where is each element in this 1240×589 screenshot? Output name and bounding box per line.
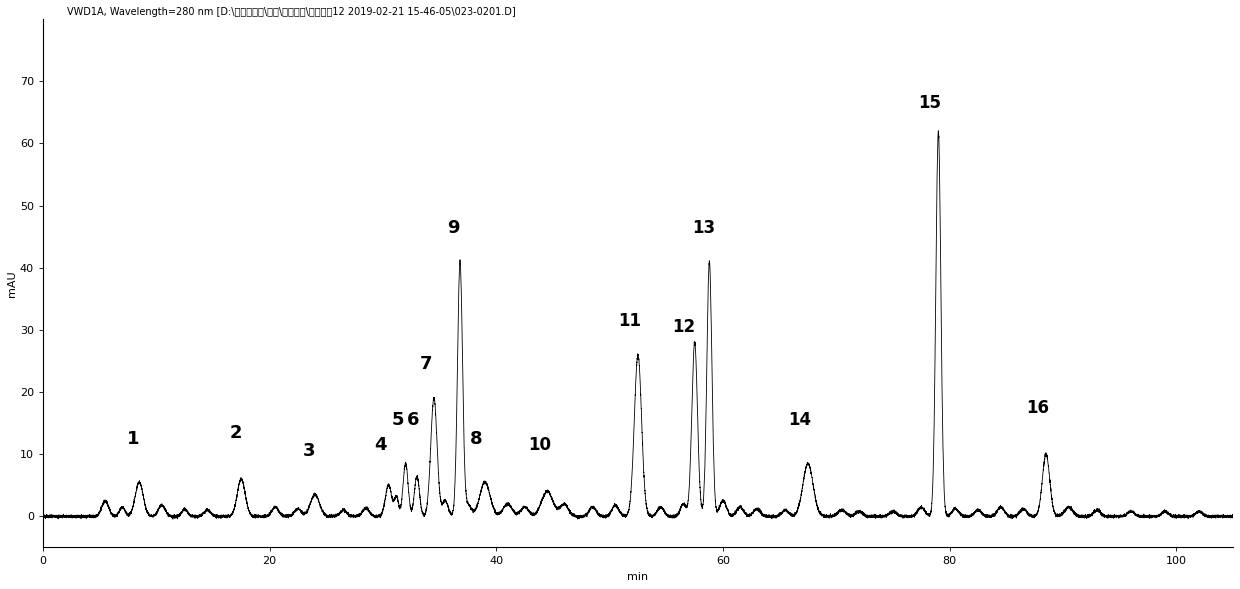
Text: 7: 7 [420,355,433,373]
Text: 11: 11 [619,312,641,330]
Text: 1: 1 [128,430,140,448]
Text: 3: 3 [303,442,315,461]
Text: 8: 8 [470,430,482,448]
Y-axis label: mAU: mAU [7,270,17,297]
Text: 12: 12 [672,318,694,336]
Text: VWD1A, Wavelength=280 nm [D:\鹿角杜鹃花\枝叶\指纹图谱\指纹图谱12 2019-02-21 15-46-05\023-0201.D: VWD1A, Wavelength=280 nm [D:\鹿角杜鹃花\枝叶\指纹… [67,7,516,17]
Text: 13: 13 [692,219,715,237]
Text: 9: 9 [446,219,460,237]
Text: 4: 4 [374,436,387,454]
Text: 16: 16 [1027,399,1049,417]
Text: 15: 15 [918,94,941,112]
Text: 14: 14 [789,411,812,429]
Text: 6: 6 [407,411,420,429]
Text: 10: 10 [528,436,551,454]
X-axis label: min: min [627,572,649,582]
Text: 5: 5 [392,411,404,429]
Text: 2: 2 [229,424,242,442]
